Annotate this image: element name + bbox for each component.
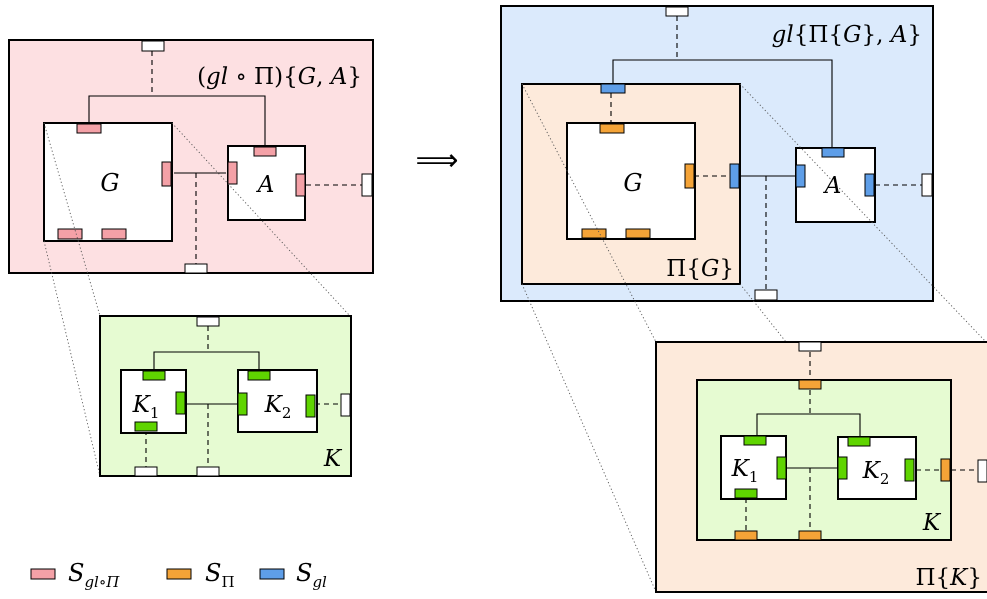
implies-arrow: ⟹ (415, 143, 458, 178)
right-zoom-line-3 (739, 283, 787, 343)
left-top-bus-wire (88, 95, 266, 146)
right-g-bottom-port-1 (581, 228, 607, 239)
left-inner-component-k: K1 K2 K (99, 315, 352, 477)
right-zoom-line-1 (521, 283, 657, 593)
left-bottom-open-port (184, 263, 208, 274)
right-g-right-port (684, 163, 695, 189)
right-outer-label: gl{Π{G}, A} (772, 22, 922, 48)
right-k2-right-port (904, 458, 915, 482)
legend-label-pi: SΠ (205, 559, 235, 591)
legend-swatch-gl-pi (30, 568, 56, 580)
right-k1-bottom-port (734, 488, 758, 499)
right-inner-component-pi-k: K1 K2 K Π{K} (655, 341, 987, 593)
left-outer-component: G A (gl ∘ Π){G, A} (8, 39, 374, 274)
left-a-right-port (295, 173, 306, 197)
left-g-bottom-port-1 (57, 228, 83, 240)
left-box-g (43, 122, 173, 242)
left-k-bus-wire (153, 351, 260, 369)
right-box-g (566, 122, 696, 240)
left-k-label: K (323, 446, 343, 472)
left-outer-label: (gl ∘ Π){G, A} (197, 64, 362, 90)
right-a-label: A (823, 173, 842, 199)
left-zoom-line-2 (43, 122, 101, 317)
left-g-top-port (76, 123, 102, 134)
legend-label-gl-pi: Sgl∘Π (68, 559, 120, 591)
left-top-open-port (141, 40, 165, 52)
right-k2-label: K2 (862, 458, 890, 488)
left-g-label: G (100, 169, 119, 197)
left-k1-label: K1 (132, 392, 160, 422)
right-k-top-port (798, 379, 822, 390)
left-zoom-line-1 (43, 240, 101, 477)
left-a-top-port (253, 146, 277, 157)
right-k-bus-wire (756, 413, 861, 437)
left-k2-label: K2 (264, 392, 292, 422)
right-k1-label: K1 (731, 456, 759, 486)
right-pik-right-open-port (977, 459, 987, 483)
right-k-bottom-port-2 (798, 530, 822, 541)
left-k-bottom-open-port-2 (196, 466, 220, 477)
left-k1-top-port (142, 370, 166, 381)
legend-swatch-gl (259, 568, 285, 580)
right-k2-top-port (847, 436, 871, 447)
right-pi-right-port (729, 163, 740, 189)
right-top-open-port (665, 6, 689, 17)
right-pik-top-open-port (798, 341, 822, 352)
right-a-right-port (864, 173, 875, 197)
right-k2-left-port (837, 456, 848, 480)
right-bottom-open-port (754, 289, 778, 301)
right-zoom-line-2 (521, 83, 657, 343)
legend-swatch-pi (166, 568, 192, 580)
right-g-bottom-port-2 (625, 228, 651, 239)
right-pi-top-port (600, 83, 626, 94)
left-k2-top-port (247, 370, 271, 381)
left-zoom-line-3 (171, 122, 351, 317)
left-k2-left-port (237, 392, 248, 416)
right-box-k2 (837, 436, 917, 500)
left-k1-right-port (175, 391, 186, 415)
left-a-left-port (227, 161, 238, 185)
left-g-right-port (161, 161, 172, 187)
left-k2-right-port (305, 394, 316, 418)
left-k1-bottom-port (134, 421, 158, 432)
left-g-bottom-port-2 (101, 228, 127, 240)
right-k1-right-port (776, 456, 787, 480)
right-right-open-port (921, 173, 933, 197)
right-k-label: K (922, 510, 942, 536)
legend-label-gl: Sgl (296, 559, 327, 591)
left-zoom-lines (43, 122, 351, 477)
right-g-label: G (623, 169, 642, 197)
right-a-left-port (795, 164, 806, 188)
right-pi-k-label: Π{K} (915, 565, 982, 591)
left-a-label: A (256, 172, 275, 198)
left-k-right-open-port (340, 393, 351, 417)
right-a-top-port (821, 147, 845, 158)
left-k-top-open-port (196, 316, 220, 327)
right-outer-component: G A Π{G} gl{Π{G}, A} (500, 5, 934, 302)
right-pi-g-label: Π{G} (666, 256, 734, 282)
right-zoom-lines (521, 83, 987, 593)
right-k1-top-port (743, 435, 767, 446)
left-k-bottom-open-port-1 (134, 466, 158, 477)
right-k-bottom-port-1 (734, 530, 758, 541)
right-top-bus-wire (612, 59, 833, 148)
right-k-right-port (940, 458, 951, 482)
left-right-open-port (361, 173, 373, 197)
legend: Sgl∘Π SΠ Sgl (30, 559, 327, 591)
right-box-a (795, 147, 876, 223)
right-g-top-port (599, 123, 625, 134)
